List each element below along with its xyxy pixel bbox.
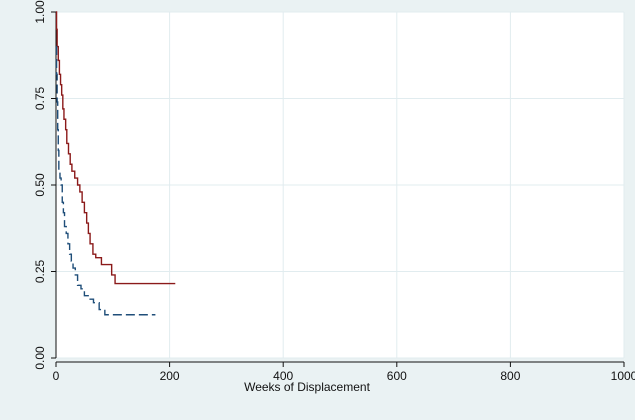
x-tick-label: 400 <box>273 369 293 383</box>
y-tick-label: 0.25 <box>33 259 47 283</box>
x-tick-label: 1000 <box>611 369 635 383</box>
axes: 0.00 0.25 0.50 0.75 1.00 0 200 400 600 800 1000 <box>33 0 635 383</box>
y-tick-label: 0.75 <box>33 86 47 110</box>
x-tick-label: 200 <box>160 369 180 383</box>
grid-lines <box>56 11 625 359</box>
series-line-2 <box>55 45 156 316</box>
x-tick-label: 800 <box>500 369 520 383</box>
y-tick-label: 1.00 <box>33 0 47 24</box>
x-tick-label: 0 <box>53 369 60 383</box>
y-tick-label: 0.50 <box>33 173 47 197</box>
x-axis-title: Weeks of Displacement <box>244 380 370 394</box>
x-tick-label: 600 <box>387 369 407 383</box>
series-line-1 <box>55 11 176 285</box>
series-lines <box>55 11 176 316</box>
y-tick-label: 0.00 <box>33 346 47 370</box>
